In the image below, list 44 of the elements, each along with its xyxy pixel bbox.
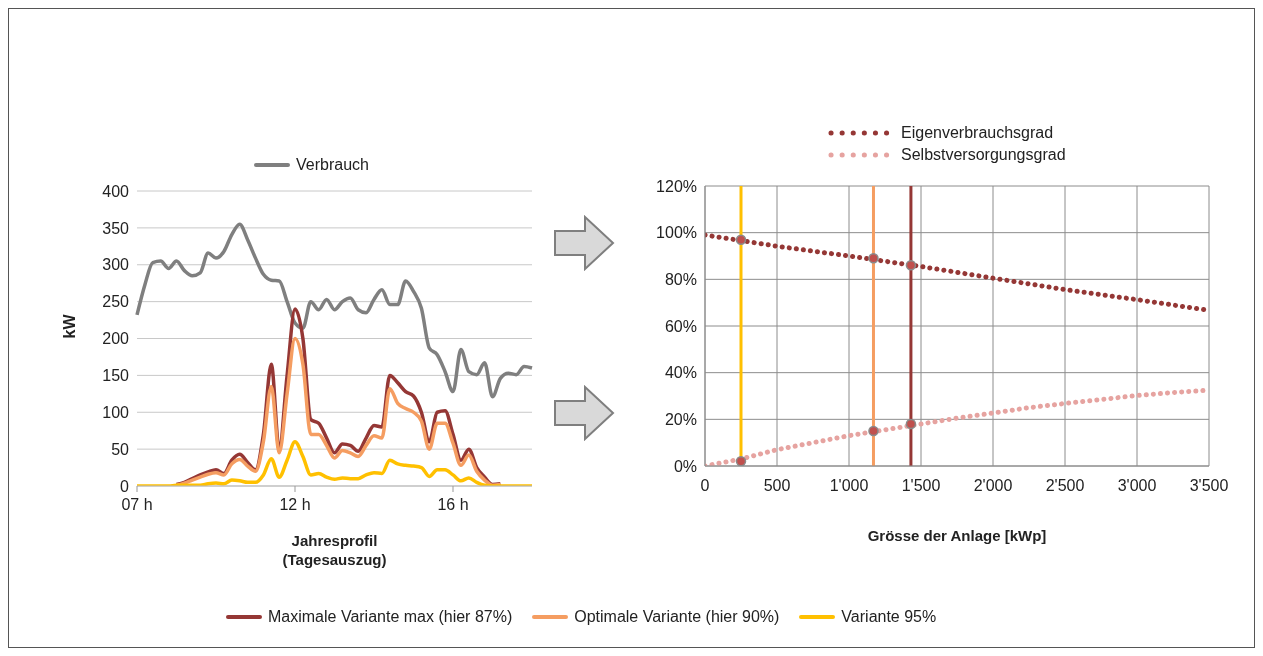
y-tick-label: 300: [102, 256, 130, 274]
y-tick-label: 40%: [664, 364, 697, 382]
y-tick-label: 250: [102, 293, 130, 311]
point: [735, 234, 747, 245]
y-tick-label: 60%: [664, 317, 697, 335]
point: [905, 260, 917, 271]
legend-label: Optimale Variante (hier 90%): [573, 608, 780, 626]
legend-label: Maximale Variante max (hier 87%): [267, 608, 513, 626]
y-tick-label: 200: [102, 330, 130, 348]
y-tick-label: 120%: [656, 177, 697, 195]
y-tick-label: 400: [102, 182, 130, 200]
y-tick-label: 50: [111, 440, 130, 458]
x-tick-label: 3'000: [1117, 477, 1157, 495]
point: [905, 418, 917, 430]
x-tick-label: 1'500: [901, 477, 941, 495]
x-tick-label: 3'500: [1189, 477, 1229, 495]
y-tick-label: 100%: [656, 224, 697, 242]
y-tick-label: 100: [102, 403, 130, 421]
y-tick-label: 80%: [664, 271, 697, 289]
y-tick-label: 20%: [664, 411, 697, 429]
point: [868, 425, 879, 437]
line-series: [135, 222, 534, 399]
x-tick-label: 2'000: [973, 477, 1013, 495]
y-tick-label: 0%: [673, 457, 697, 475]
legend-label: Selbstversorgungsgrad: [900, 146, 1066, 164]
x-axis-title: Grösse der Anlage [kWp]: [867, 527, 1047, 544]
y-axis-title: kW: [60, 313, 78, 339]
point: [735, 456, 747, 466]
x-axis-title: Jahresprofil (Tagesauszug): [282, 532, 387, 568]
x-tick-label: 16 h: [437, 496, 469, 513]
x-tick-label: 07 h: [121, 496, 153, 513]
x-tick-label: 0: [700, 477, 710, 495]
x-tick-label: 12 h: [279, 496, 311, 513]
x-tick-label: 2'500: [1045, 477, 1085, 495]
x-tick-label: 1'000: [829, 477, 869, 495]
legend-label: Eigenverbrauchsgrad: [900, 124, 1055, 142]
point: [868, 253, 879, 264]
line-series: [135, 440, 534, 486]
line-series: [174, 336, 503, 486]
legend-label: Verbrauch: [295, 156, 369, 174]
y-tick-label: 350: [102, 219, 130, 237]
legend-label: Variante 95%: [840, 608, 937, 626]
y-tick-label: 150: [102, 367, 130, 385]
x-tick-label: 500: [763, 477, 791, 495]
